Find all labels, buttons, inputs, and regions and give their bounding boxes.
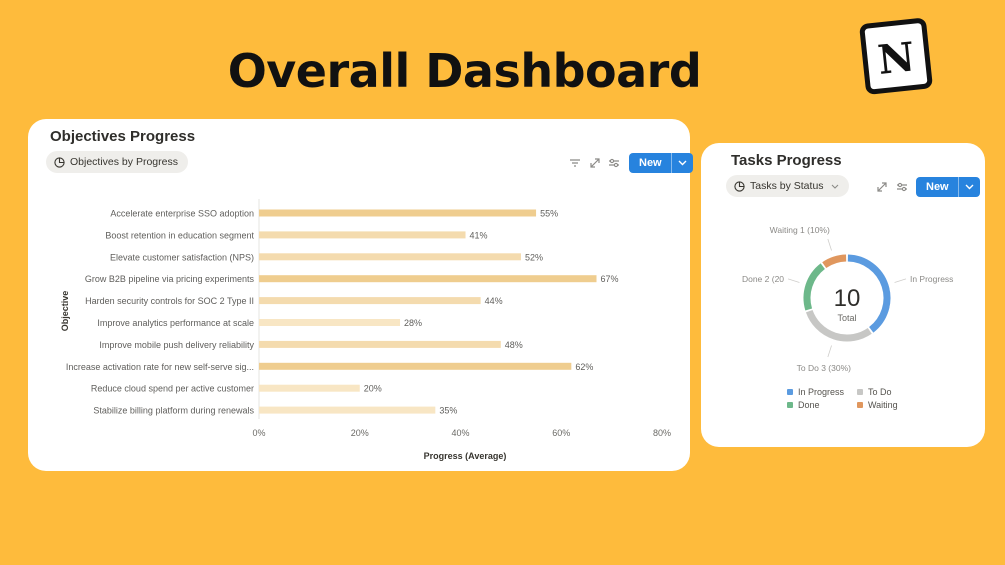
tasks-view-pill[interactable]: Tasks by Status: [726, 175, 849, 197]
donut-center-value: 10: [834, 285, 861, 312]
tasks-new-button[interactable]: New: [916, 177, 980, 197]
notion-logo-icon: N: [859, 18, 933, 95]
expand-icon[interactable]: [589, 157, 601, 169]
x-axis-label: Progress (Average): [424, 451, 507, 461]
data-label: 67%: [601, 274, 619, 284]
objectives-bar-chart: Accelerate enterprise SSO adoption 55% Boo…: [60, 199, 671, 461]
bar: [259, 319, 401, 326]
data-label: 52%: [525, 252, 543, 262]
category-label: Improve mobile push delivery reliability: [99, 340, 254, 350]
objectives-card: Objectives Progress Objectives by Progre…: [28, 119, 693, 471]
slice-leader-line: [787, 278, 800, 283]
new-button-label: New: [916, 177, 959, 197]
bar: [259, 297, 481, 305]
data-label: 44%: [485, 296, 503, 306]
donut-slice: [805, 309, 872, 342]
pie-chart-icon: [54, 156, 65, 168]
slice-label: In Progress: [910, 274, 953, 284]
slice-label: Waiting 1 (10%): [770, 225, 830, 235]
donut-slice: [822, 254, 847, 269]
category-label: Stabilize billing platform during renewa…: [93, 406, 254, 416]
data-label: 41%: [470, 230, 488, 240]
category-label: Boost retention in education segment: [105, 230, 254, 240]
data-label: 20%: [364, 384, 382, 394]
bar: [259, 340, 501, 348]
legend-label: Done: [798, 400, 820, 410]
category-label: Accelerate enterprise SSO adoption: [110, 209, 254, 219]
data-label: 55%: [540, 209, 558, 219]
tasks-card-title: Tasks Progress: [731, 152, 842, 169]
settings-sliders-icon[interactable]: [896, 181, 908, 193]
chevron-down-icon[interactable]: [672, 160, 693, 166]
donut-center-label: Total: [837, 313, 856, 323]
x-tick-label: 60%: [552, 428, 570, 438]
legend-swatch: [857, 402, 863, 408]
slice-leader-line: [827, 238, 832, 251]
slice-leader-line: [827, 345, 832, 358]
donut-slice: [847, 254, 891, 333]
bar: [259, 362, 572, 370]
filter-icon[interactable]: [569, 157, 581, 169]
settings-sliders-icon[interactable]: [608, 157, 620, 169]
legend-label: In Progress: [798, 387, 845, 397]
donut-legend: In Progress To Do Done Waiting: [787, 387, 927, 417]
slice-leader-line: [894, 278, 907, 283]
page-title: Overall Dashboard: [227, 44, 702, 98]
category-label: Grow B2B pipeline via pricing experiment…: [85, 274, 255, 284]
expand-icon[interactable]: [876, 181, 888, 193]
objectives-view-label: Objectives by Progress: [70, 156, 178, 168]
data-label: 62%: [575, 362, 593, 372]
category-label: Reduce cloud spend per active customer: [91, 384, 254, 394]
chevron-down-icon[interactable]: [959, 184, 980, 190]
category-label: Increase activation rate for new self-se…: [66, 362, 254, 372]
bar: [259, 275, 597, 283]
slice-label: Done 2 (20: [742, 274, 784, 284]
objectives-card-title: Objectives Progress: [50, 128, 196, 145]
x-tick-label: 80%: [653, 428, 671, 438]
legend-item[interactable]: To Do: [857, 387, 892, 397]
bar: [259, 384, 360, 392]
data-label: 35%: [439, 406, 457, 416]
legend-item[interactable]: Waiting: [857, 400, 898, 410]
objectives-view-pill[interactable]: Objectives by Progress: [46, 151, 188, 173]
bar: [259, 209, 537, 217]
category-label: Harden security controls for SOC 2 Type …: [85, 296, 254, 306]
legend-label: Waiting: [868, 400, 898, 410]
legend-swatch: [857, 389, 863, 395]
donut-slice: [803, 263, 826, 311]
slice-label: To Do 3 (30%): [797, 363, 851, 373]
bar: [259, 253, 521, 261]
legend-item[interactable]: In Progress: [787, 387, 844, 397]
x-tick-label: 0%: [252, 428, 265, 438]
data-label: 28%: [404, 318, 422, 328]
pie-chart-icon: [734, 180, 745, 192]
y-axis-label: Objective: [60, 291, 70, 332]
category-label: Improve analytics performance at scale: [97, 318, 254, 328]
legend-label: To Do: [868, 387, 892, 397]
data-label: 48%: [505, 340, 523, 350]
tasks-card: Tasks Progress Tasks by Status New 10 Tot…: [701, 143, 985, 447]
x-tick-label: 20%: [351, 428, 369, 438]
tasks-view-label: Tasks by Status: [750, 180, 824, 192]
objectives-new-button[interactable]: New: [629, 153, 693, 173]
bar: [259, 231, 466, 239]
svg-text:N: N: [876, 33, 917, 84]
category-label: Elevate customer satisfaction (NPS): [110, 252, 254, 262]
x-tick-label: 40%: [451, 428, 469, 438]
legend-swatch: [787, 389, 793, 395]
legend-item[interactable]: Done: [787, 400, 820, 410]
legend-swatch: [787, 402, 793, 408]
chevron-down-icon: [831, 182, 839, 191]
new-button-label: New: [629, 153, 672, 173]
bar: [259, 406, 436, 414]
